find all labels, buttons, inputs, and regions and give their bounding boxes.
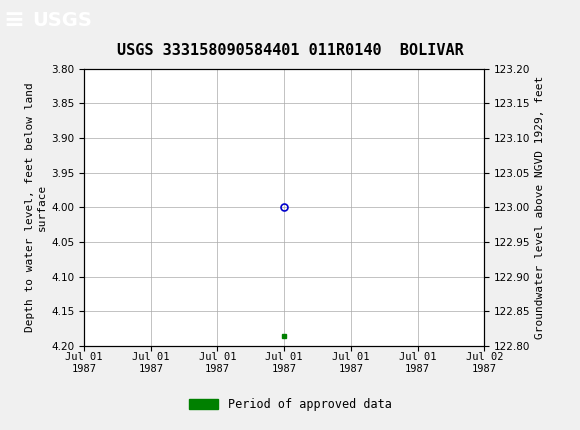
Text: ≡: ≡ xyxy=(3,9,24,32)
Y-axis label: Depth to water level, feet below land
surface: Depth to water level, feet below land su… xyxy=(24,83,47,332)
Text: USGS 333158090584401 011R0140  BOLIVAR: USGS 333158090584401 011R0140 BOLIVAR xyxy=(117,43,463,58)
Y-axis label: Groundwater level above NGVD 1929, feet: Groundwater level above NGVD 1929, feet xyxy=(535,76,545,339)
Text: USGS: USGS xyxy=(32,11,92,30)
Legend: Period of approved data: Period of approved data xyxy=(184,393,396,415)
